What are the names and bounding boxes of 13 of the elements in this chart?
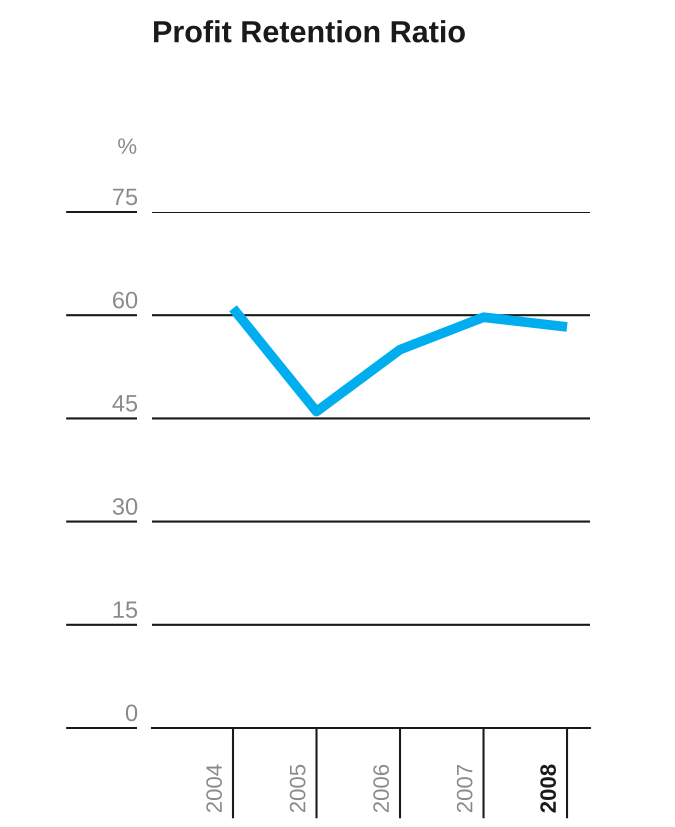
x-tick-label: 2006 bbox=[373, 764, 389, 812]
x-tick-label: 2005 bbox=[290, 764, 306, 812]
y-tick-label: 30 bbox=[112, 498, 138, 515]
y-tick-label: 0 bbox=[126, 704, 138, 722]
y-tick-label: 60 bbox=[113, 292, 138, 308]
y-tick-label: 75 bbox=[113, 188, 138, 206]
y-axis-title: % bbox=[118, 138, 136, 154]
x-tick-label: 2008 bbox=[540, 764, 556, 813]
y-tick-label: 15 bbox=[114, 602, 138, 618]
x-tick-label: 2007 bbox=[456, 764, 472, 812]
chart-title: Profit Retention Ratio bbox=[154, 20, 465, 43]
x-tick-label: 2004 bbox=[206, 764, 222, 812]
y-tick-label: 45 bbox=[112, 395, 138, 412]
